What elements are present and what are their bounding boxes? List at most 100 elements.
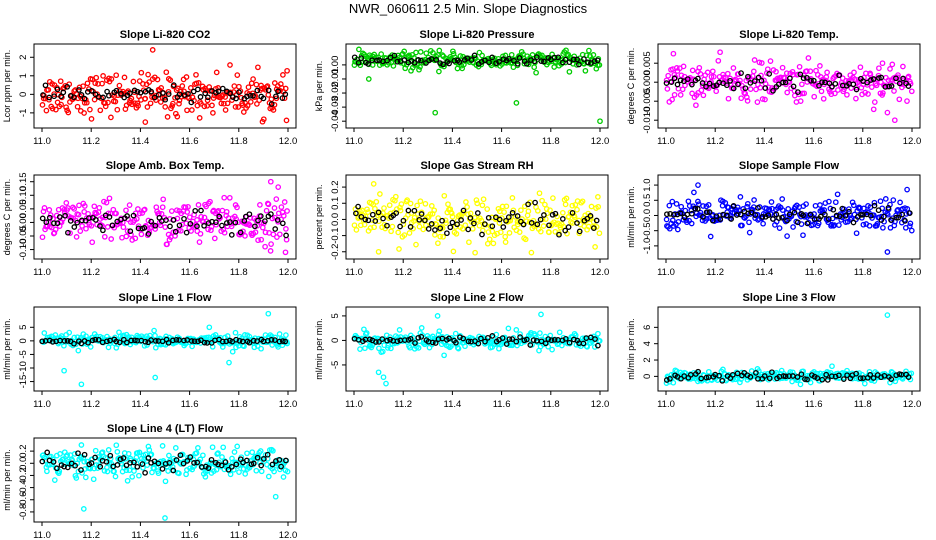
reference-point <box>369 211 376 218</box>
data-point <box>486 236 493 243</box>
data-point <box>359 207 365 214</box>
data-point <box>698 87 705 94</box>
reference-point <box>551 54 558 61</box>
data-point <box>695 198 701 205</box>
y-tick-label: 0 <box>18 92 29 97</box>
reference-point <box>117 456 124 463</box>
reference-point <box>525 201 531 208</box>
data-point <box>797 98 804 104</box>
reference-point <box>162 96 169 103</box>
data-point <box>221 194 228 201</box>
reference-point <box>429 339 436 346</box>
reference-point <box>592 336 598 342</box>
reference-point <box>191 460 197 466</box>
reference-point <box>254 454 261 461</box>
data-point <box>436 328 443 335</box>
reference-point <box>902 218 908 224</box>
data-point <box>238 94 245 101</box>
data-point <box>743 94 750 101</box>
data-point <box>270 447 276 454</box>
reference-point <box>264 451 271 458</box>
data-point <box>198 100 204 107</box>
data-point <box>887 66 893 72</box>
reference-point <box>677 210 684 217</box>
data-point <box>223 208 230 215</box>
reference-point <box>576 61 582 68</box>
y-tick-label: -1.0 <box>642 238 653 254</box>
y-tick-label: -0.02 <box>330 82 341 104</box>
reference-point <box>870 76 877 82</box>
data-point <box>384 345 391 351</box>
reference-point <box>713 213 720 220</box>
data-point <box>725 95 732 102</box>
reference-point <box>876 75 882 81</box>
reference-point <box>71 94 77 101</box>
data-point <box>876 65 882 72</box>
reference-point <box>269 461 276 468</box>
data-point <box>170 100 176 107</box>
data-point <box>704 69 711 76</box>
reference-point <box>795 89 801 95</box>
panel-8: Slope Line 2 Flow ml/min per min. 11.0 11.2… <box>314 292 609 410</box>
data-point <box>376 218 382 225</box>
reference-point <box>514 213 521 219</box>
outlier-point <box>61 367 67 374</box>
data-point <box>669 198 676 205</box>
data-point <box>669 217 676 224</box>
y-tick-label: -0.005 <box>642 88 653 115</box>
data-point <box>141 206 148 213</box>
data-point <box>284 468 291 475</box>
reference-point <box>134 88 141 95</box>
data-point <box>123 233 130 240</box>
data-point <box>422 200 429 207</box>
data-point <box>890 197 897 203</box>
reference-point <box>50 459 57 465</box>
data-point <box>484 206 491 212</box>
y-axis-label: degrees C per min. <box>626 48 636 125</box>
data-point <box>525 208 532 215</box>
data-point <box>595 194 601 200</box>
reference-point <box>503 341 510 347</box>
data-point <box>236 83 242 90</box>
data-point <box>250 76 256 82</box>
data-point <box>680 63 687 70</box>
data-point <box>100 73 106 79</box>
data-point <box>379 348 386 355</box>
reference-point <box>227 219 233 225</box>
plot-frame <box>657 306 921 392</box>
reference-point <box>43 219 50 226</box>
reference-point <box>541 212 547 218</box>
reference-point <box>167 223 173 230</box>
outlier-point <box>265 310 272 317</box>
data-point <box>431 207 438 214</box>
reference-point <box>893 214 900 221</box>
reference-point <box>278 463 284 470</box>
data-point <box>779 196 786 202</box>
reference-point <box>824 377 831 383</box>
y-tick-label: -15 <box>18 375 29 389</box>
data-point <box>284 67 290 74</box>
reference-point <box>595 342 601 349</box>
reference-point <box>893 372 900 379</box>
reference-point <box>527 342 534 348</box>
reference-point <box>509 209 516 216</box>
data-point <box>571 214 578 221</box>
reference-point <box>208 456 215 463</box>
data-point <box>432 232 438 238</box>
data-point <box>566 68 573 75</box>
data-point <box>159 204 166 211</box>
outlier-point <box>695 182 701 188</box>
data-point <box>145 71 151 78</box>
reference-point <box>784 217 790 224</box>
data-point <box>271 101 278 108</box>
y-tick-label: 5 <box>18 325 29 330</box>
reference-point <box>574 220 580 226</box>
data-point <box>862 89 869 96</box>
data-point <box>102 103 109 110</box>
reference-point <box>761 373 768 379</box>
reference-point <box>172 228 179 235</box>
reference-point <box>260 95 267 102</box>
data-point <box>184 107 190 114</box>
x-tick-label: 11.6 <box>493 267 511 278</box>
y-tick-label: -0.010 <box>642 107 653 134</box>
